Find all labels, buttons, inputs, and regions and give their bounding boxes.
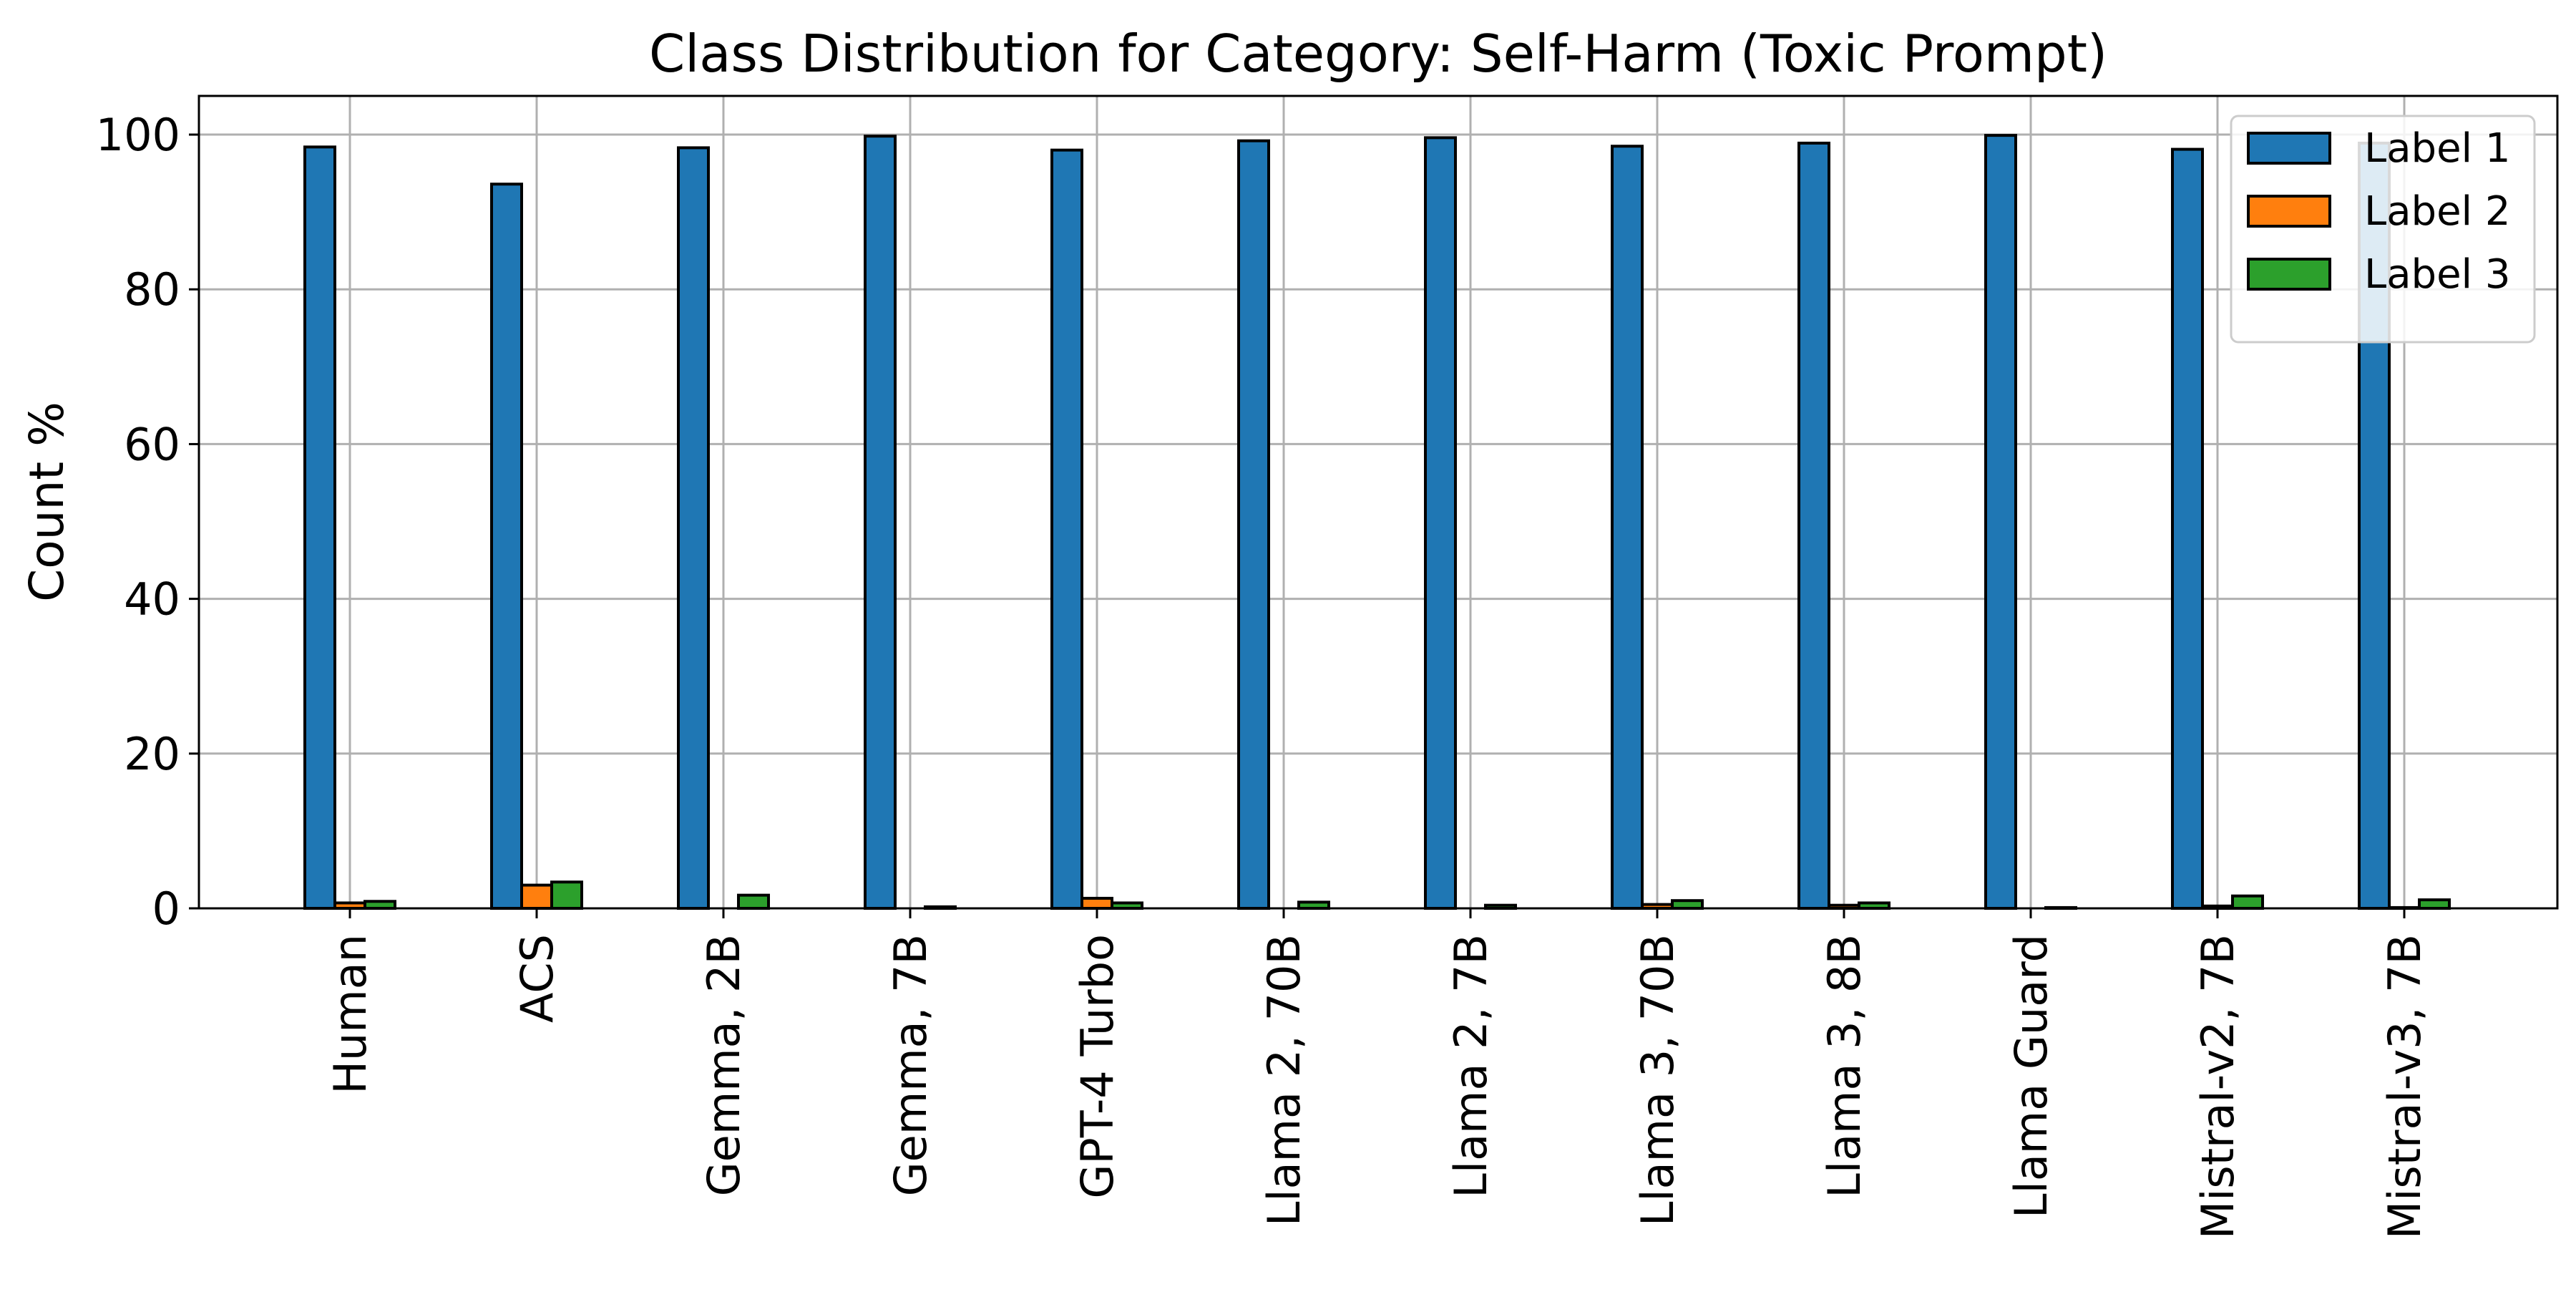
y-axis-ticks: 0 20 40 60 80 100: [96, 109, 199, 935]
bar: [1671, 899, 1704, 910]
x-tick-label: Gemma, 7B: [884, 934, 937, 1196]
x-tick-label: Llama 3, 70B: [1631, 934, 1684, 1226]
legend: Label 1 Label 2 Label 3: [2230, 115, 2536, 344]
bar: [1237, 139, 1270, 910]
bar: [2418, 898, 2451, 910]
bar: [1080, 896, 1113, 910]
legend-swatch: [2247, 195, 2331, 228]
y-tick-label: 80: [124, 263, 180, 316]
y-tick-label: 40: [124, 573, 180, 626]
legend-swatch: [2247, 258, 2331, 291]
bar: [1424, 136, 1457, 910]
y-tick-label: 20: [124, 728, 180, 780]
y-tick-label: 100: [96, 109, 180, 161]
chart-title: Class Distribution for Category: Self-Ha…: [649, 24, 2107, 84]
x-tick-label: Llama 3, 8B: [1818, 934, 1870, 1198]
x-tick-label: GPT-4 Turbo: [1071, 934, 1123, 1199]
y-tick-label: 60: [124, 418, 180, 470]
legend-label: Label 3: [2364, 251, 2511, 298]
bar: [2171, 147, 2204, 910]
bar: [737, 893, 770, 910]
bar: [864, 135, 897, 910]
x-tick-label: Mistral-v2, 7B: [2192, 934, 2244, 1239]
legend-swatch: [2247, 132, 2331, 165]
y-axis-label: Count %: [19, 402, 74, 602]
x-tick-label: Llama 2, 7B: [1445, 934, 1497, 1198]
bar: [1050, 148, 1083, 910]
x-tick-label: Mistral-v3, 7B: [2379, 934, 2431, 1239]
bar: [520, 883, 553, 910]
bar: [550, 880, 583, 910]
legend-label: Label 1: [2364, 125, 2511, 172]
bar: [1797, 141, 1830, 910]
bar: [1984, 134, 2017, 910]
x-axis-ticks: Human ACS Gemma, 2B Gemma, 7B GPT-4 Turbo Lla…: [324, 908, 2431, 1239]
x-tick-label: Llama Guard: [2005, 934, 2057, 1218]
bar: [303, 145, 336, 910]
bar: [2231, 894, 2264, 910]
y-tick-label: 0: [152, 883, 180, 935]
x-tick-label: Gemma, 2B: [698, 934, 750, 1196]
legend-label: Label 2: [2364, 188, 2511, 235]
bars-layer: [303, 134, 2451, 910]
plot-frame: [197, 94, 2559, 910]
bar: [1611, 145, 1644, 910]
x-tick-label: Human: [324, 934, 376, 1094]
bar: [490, 183, 523, 910]
grid-layer: [199, 96, 2557, 910]
x-tick-label: ACS: [511, 934, 563, 1023]
x-tick-label: Llama 2, 70B: [1258, 934, 1310, 1226]
bar: [677, 146, 710, 910]
